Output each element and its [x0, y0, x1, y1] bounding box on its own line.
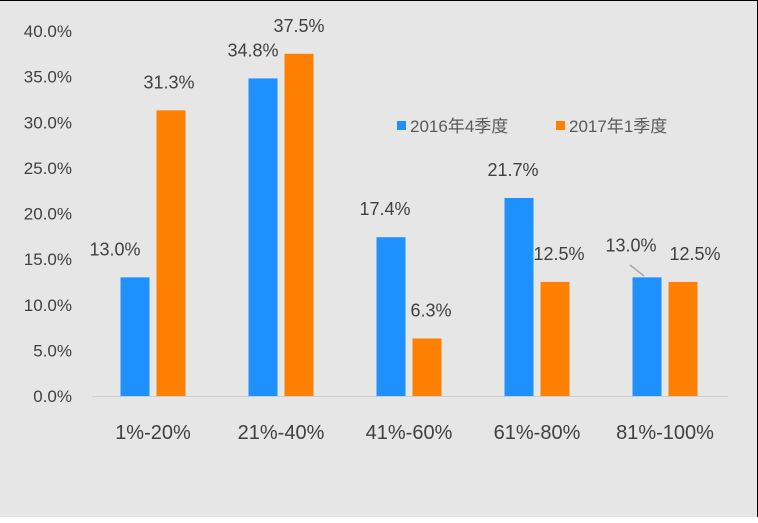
legend-label: 2016年4季度	[410, 117, 508, 136]
data-labels: 13.0% 34.8% 17.4% 21.7% 13.0% 31.3% 37.5% 6.3% 1…	[89, 16, 720, 321]
data-label: 13.0%	[605, 235, 656, 255]
x-category-label: 1%-20%	[115, 422, 191, 444]
data-label: 6.3%	[410, 301, 451, 321]
bar-series2-3	[540, 281, 570, 396]
y-tick-label: 30.0%	[24, 113, 72, 132]
bar-series1-1	[248, 78, 278, 396]
data-label: 34.8%	[227, 40, 278, 60]
x-category-label: 61%-80%	[494, 422, 581, 444]
y-tick-label: 35.0%	[24, 68, 72, 87]
y-axis-ticks: 0.0% 5.0% 10.0% 15.0% 20.0% 25.0% 30.0% 35.0% 40…	[24, 22, 72, 406]
y-tick-label: 25.0%	[24, 159, 72, 178]
x-axis-categories: 1%-20% 21%-40% 41%-60% 61%-80% 81%-100%	[115, 422, 714, 444]
y-tick-label: 15.0%	[24, 250, 72, 269]
y-tick-label: 20.0%	[24, 205, 72, 224]
data-label: 12.5%	[669, 244, 720, 264]
bar-series2-2	[412, 338, 442, 396]
data-label: 17.4%	[359, 199, 410, 219]
legend-swatch-series2	[556, 121, 565, 130]
data-label: 12.5%	[533, 244, 584, 264]
data-label: 37.5%	[273, 16, 324, 36]
bar-series2-0	[156, 110, 186, 396]
x-category-label: 81%-100%	[616, 422, 714, 444]
data-label: 21.7%	[487, 160, 538, 180]
bar-series2-4	[668, 281, 698, 396]
legend: 2016年4季度 2017年1季度	[397, 117, 667, 136]
bar-series2-1	[284, 53, 314, 396]
bar-series1-4	[632, 277, 662, 396]
label-leader-line	[629, 264, 645, 277]
data-label: 13.0%	[89, 239, 140, 259]
y-tick-label: 5.0%	[33, 341, 72, 360]
legend-label: 2017年1季度	[569, 117, 667, 136]
legend-swatch-series1	[397, 121, 406, 130]
y-tick-label: 10.0%	[24, 296, 72, 315]
y-tick-label: 0.0%	[33, 387, 72, 406]
bar-series1-2	[376, 237, 406, 396]
bar-series1-3	[504, 197, 534, 396]
bars	[120, 53, 698, 396]
data-label: 31.3%	[143, 72, 194, 92]
x-category-label: 21%-40%	[238, 422, 325, 444]
y-tick-label: 40.0%	[24, 22, 72, 41]
x-category-label: 41%-60%	[366, 422, 453, 444]
bar-series1-0	[120, 277, 150, 396]
